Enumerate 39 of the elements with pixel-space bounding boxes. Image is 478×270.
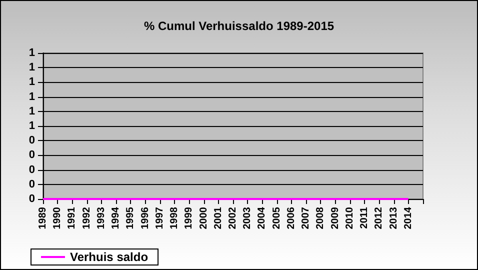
x-tick-label: 2002 xyxy=(228,206,238,230)
y-tick-label: 1 xyxy=(28,90,35,103)
x-tick-label: 1997 xyxy=(154,206,166,230)
x-tick-label: 1996 xyxy=(140,206,151,230)
x-tick-label: 1992 xyxy=(81,206,92,230)
x-tick-label: 1990 xyxy=(52,206,64,230)
x-tick-label: 2011 xyxy=(359,206,370,229)
y-tick-label: 0 xyxy=(28,164,35,176)
chart-title: % Cumul Verhuissaldo 1989-2015 xyxy=(144,19,334,33)
x-tick-label: 1994 xyxy=(110,206,122,230)
x-tick-label: 1989 xyxy=(38,206,48,230)
y-tick-label: 0 xyxy=(28,134,35,147)
x-tick-label: 2013 xyxy=(388,206,400,230)
x-tick-label: 2008 xyxy=(315,206,326,230)
x-tick-label: 2001 xyxy=(212,206,224,230)
x-tick-label: 2012 xyxy=(374,206,385,230)
x-tick-label: 1999 xyxy=(184,206,195,230)
y-tick-label: 1 xyxy=(28,76,35,88)
x-tick-label: 2000 xyxy=(198,206,210,230)
x-tick-label: 2004 xyxy=(256,206,268,230)
x-tick-label: 1993 xyxy=(96,206,107,230)
x-tick-label: 1991 xyxy=(66,206,78,230)
x-tick-label: 2006 xyxy=(286,206,297,230)
x-tick-label: 2010 xyxy=(344,206,356,230)
x-tick-label: 1995 xyxy=(125,206,136,230)
y-tick-label: 1 xyxy=(28,120,35,132)
x-tick-label: 2007 xyxy=(300,206,312,230)
legend-label: Verhuis saldo xyxy=(70,250,148,264)
y-tick-label: 1 xyxy=(28,47,35,59)
y-tick-label: 1 xyxy=(28,105,35,118)
y-tick-label: 1 xyxy=(28,62,35,74)
y-tick-label: 0 xyxy=(28,149,35,162)
y-tick-label: 0 xyxy=(28,178,35,190)
x-tick-label: 2003 xyxy=(242,206,254,230)
x-tick-label: 2009 xyxy=(330,206,341,230)
y-tick-label: 0 xyxy=(28,193,35,205)
x-tick-label: 2014 xyxy=(402,206,414,230)
x-tick-label: 2005 xyxy=(271,206,282,230)
x-tick-label: 1998 xyxy=(169,206,180,230)
